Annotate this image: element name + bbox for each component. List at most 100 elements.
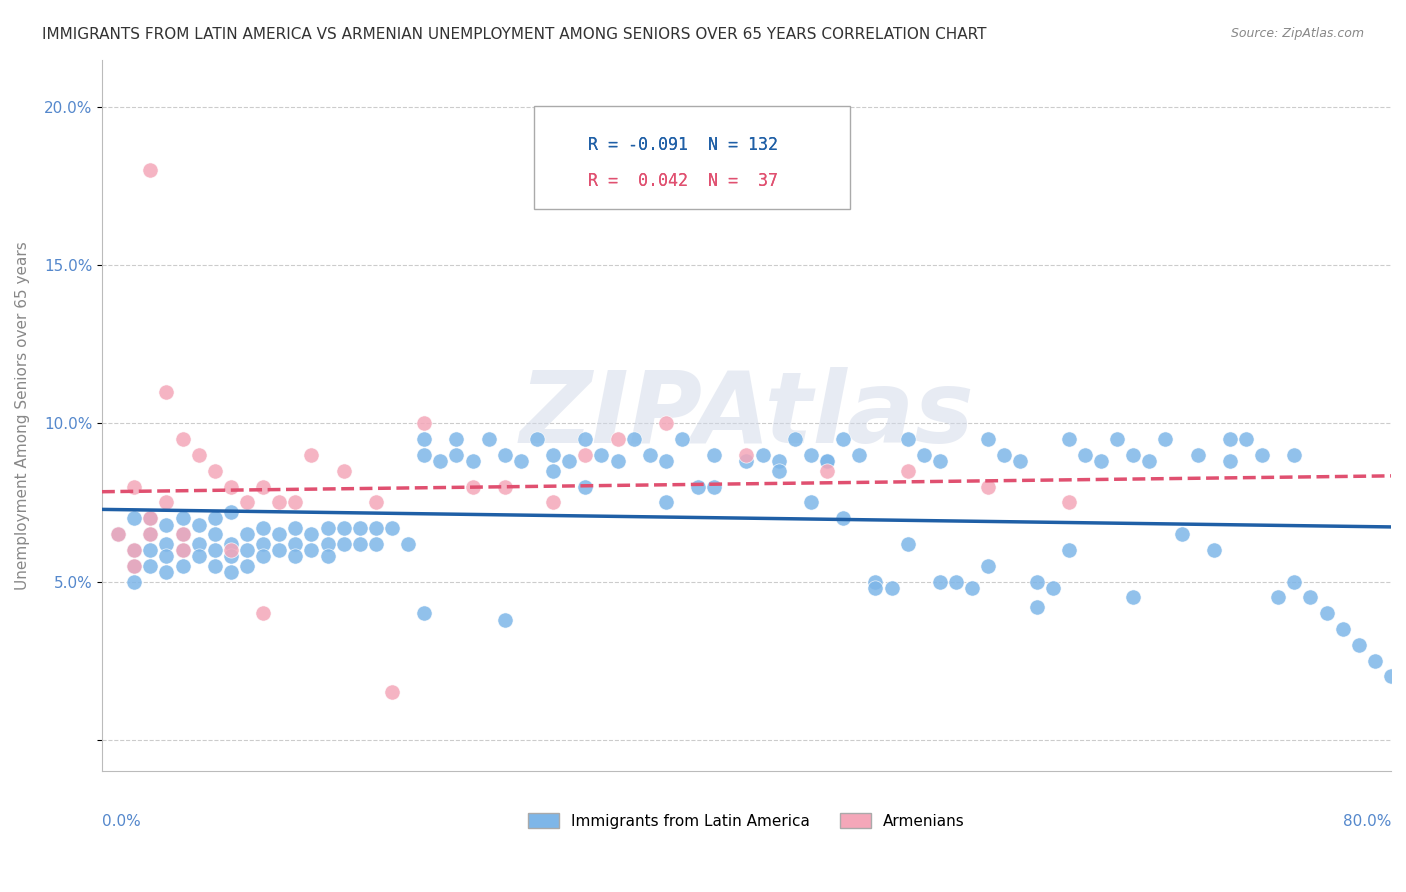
Point — [1090, 454, 1112, 468]
Text: 0.0%: 0.0% — [103, 814, 141, 829]
Point — [301, 448, 323, 462]
Point — [284, 536, 307, 550]
Point — [494, 480, 516, 494]
Point — [172, 543, 194, 558]
Point — [219, 549, 242, 564]
Point — [541, 495, 564, 509]
Point — [977, 558, 1000, 573]
Point — [252, 480, 274, 494]
Point — [349, 521, 371, 535]
Point — [172, 543, 194, 558]
Point — [1267, 591, 1289, 605]
Point — [1234, 432, 1257, 446]
Point — [1025, 574, 1047, 589]
Point — [703, 448, 725, 462]
Point — [897, 432, 920, 446]
Point — [204, 558, 226, 573]
Point — [301, 543, 323, 558]
Point — [494, 613, 516, 627]
Point — [1251, 448, 1274, 462]
Point — [122, 511, 145, 525]
FancyBboxPatch shape — [547, 131, 579, 160]
Point — [269, 495, 291, 509]
Point — [1299, 591, 1322, 605]
Point — [187, 536, 209, 550]
Point — [1219, 432, 1241, 446]
Point — [172, 432, 194, 446]
Point — [172, 511, 194, 525]
FancyBboxPatch shape — [534, 106, 849, 209]
Point — [1057, 495, 1080, 509]
Point — [107, 527, 129, 541]
Point — [429, 454, 451, 468]
Point — [800, 448, 823, 462]
Point — [688, 480, 710, 494]
Point — [977, 480, 1000, 494]
Point — [526, 432, 548, 446]
Point — [284, 495, 307, 509]
Point — [1074, 448, 1097, 462]
Point — [1202, 543, 1225, 558]
Point — [381, 521, 404, 535]
Point — [655, 495, 678, 509]
Point — [219, 543, 242, 558]
Point — [848, 448, 870, 462]
Point — [187, 517, 209, 532]
Point — [155, 517, 177, 532]
Point — [880, 581, 903, 595]
Point — [461, 454, 484, 468]
Point — [252, 536, 274, 550]
Point — [413, 417, 436, 431]
Text: ZIPAtlas: ZIPAtlas — [519, 367, 974, 464]
Point — [316, 549, 339, 564]
Legend: Immigrants from Latin America, Armenians: Immigrants from Latin America, Armenians — [522, 806, 972, 835]
Point — [606, 454, 628, 468]
Point — [623, 432, 645, 446]
Point — [204, 464, 226, 478]
Point — [413, 448, 436, 462]
Point — [252, 549, 274, 564]
Point — [1315, 606, 1337, 620]
Point — [977, 432, 1000, 446]
Point — [574, 480, 596, 494]
Point — [269, 527, 291, 541]
Point — [945, 574, 967, 589]
Point — [1137, 454, 1160, 468]
Point — [1154, 432, 1177, 446]
Point — [815, 464, 838, 478]
Point — [284, 549, 307, 564]
Point — [236, 495, 259, 509]
Point — [574, 448, 596, 462]
Point — [122, 543, 145, 558]
Point — [1122, 591, 1144, 605]
Point — [172, 527, 194, 541]
Point — [252, 521, 274, 535]
Point — [1057, 543, 1080, 558]
Point — [606, 432, 628, 446]
Point — [461, 480, 484, 494]
Point — [155, 495, 177, 509]
Point — [832, 511, 855, 525]
Point — [1331, 622, 1354, 636]
Point — [865, 574, 887, 589]
Point — [349, 536, 371, 550]
Point — [413, 606, 436, 620]
Point — [413, 432, 436, 446]
Point — [284, 521, 307, 535]
Point — [1107, 432, 1129, 446]
Point — [1057, 432, 1080, 446]
Text: 80.0%: 80.0% — [1343, 814, 1391, 829]
Point — [638, 448, 661, 462]
Point — [574, 432, 596, 446]
Point — [671, 432, 693, 446]
Point — [1042, 581, 1064, 595]
Point — [139, 511, 162, 525]
Point — [897, 464, 920, 478]
Point — [655, 417, 678, 431]
Point — [800, 495, 823, 509]
Point — [928, 574, 950, 589]
Point — [396, 536, 419, 550]
Point — [912, 448, 935, 462]
Point — [332, 536, 354, 550]
Text: R =  0.042  N =  37: R = 0.042 N = 37 — [588, 171, 778, 190]
